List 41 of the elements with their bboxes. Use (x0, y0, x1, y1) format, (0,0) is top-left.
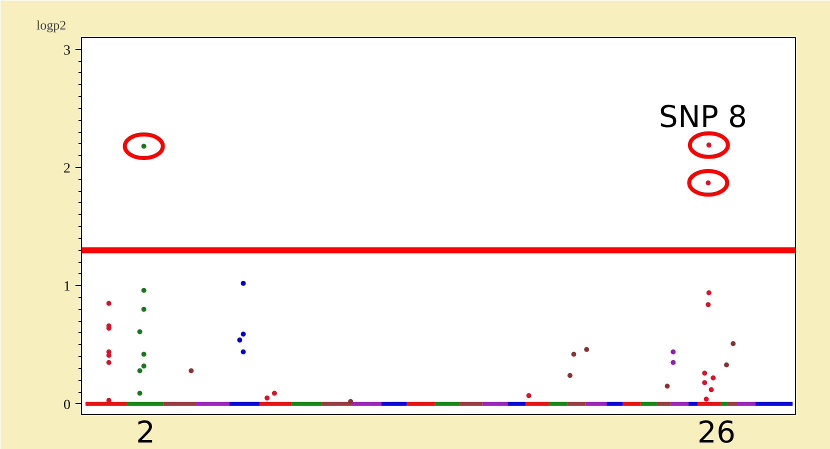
annotation: SNP 8 (658, 100, 748, 136)
point (670, 349, 676, 354)
point (106, 398, 112, 403)
point (264, 395, 270, 400)
y-tick-label: 2 (64, 162, 70, 176)
point (106, 360, 112, 365)
point (240, 349, 246, 354)
point (240, 332, 246, 337)
point (730, 341, 736, 346)
point (141, 364, 146, 369)
point (137, 368, 142, 374)
point (141, 352, 146, 357)
point (724, 362, 730, 368)
point (567, 373, 572, 378)
point (710, 375, 716, 380)
point (272, 390, 277, 396)
point (141, 288, 146, 293)
point (188, 368, 194, 374)
point (670, 360, 676, 365)
point (706, 290, 712, 296)
y-tick-label: 3 (64, 43, 70, 58)
point (526, 393, 532, 398)
point (137, 329, 142, 334)
point (708, 387, 714, 392)
point (348, 399, 354, 404)
y-tick-label: 1 (64, 280, 70, 295)
point (240, 280, 246, 286)
point (141, 306, 146, 312)
point (704, 396, 709, 402)
point (702, 380, 708, 386)
point (106, 300, 112, 306)
point (237, 338, 242, 343)
point (706, 302, 711, 308)
point (137, 390, 142, 396)
y-tick-label: 0 (64, 398, 70, 413)
point (702, 370, 708, 376)
x-tick-label: 26 (697, 416, 736, 449)
point (584, 347, 590, 352)
point (664, 384, 670, 389)
y-axis-title: logp2 (36, 18, 66, 32)
point (571, 352, 576, 357)
